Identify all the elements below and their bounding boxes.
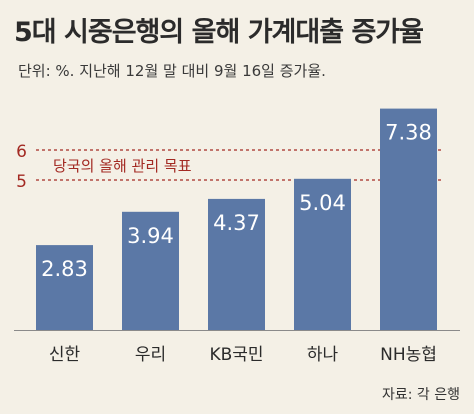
reference-band-label: 당국의 올해 관리 목표 (53, 157, 192, 175)
source-note: 자료: 각 은행 (381, 387, 460, 403)
reference-tick-label-6: 6 (16, 142, 27, 162)
bar-value-label-4: 7.38 (385, 121, 432, 145)
category-label-4: NH농협 (380, 345, 437, 365)
category-label-1: 우리 (135, 345, 166, 365)
category-label-3: 하나 (307, 345, 339, 365)
bar-value-label-2: 4.37 (213, 211, 260, 235)
category-label-0: 신한 (49, 345, 81, 365)
chart-title: 5대 시중은행의 올해 가계대출 증가율 (14, 17, 424, 48)
bar-3 (294, 178, 351, 330)
category-label-2: KB국민 (209, 345, 263, 365)
bar-1 (122, 211, 179, 330)
bar-value-label-0: 2.83 (41, 257, 88, 281)
bar-value-label-1: 3.94 (127, 224, 174, 248)
bar-0 (36, 245, 93, 330)
bar-value-label-3: 5.04 (299, 191, 346, 215)
chart-subtitle: 단위: %. 지난해 12월 말 대비 9월 16일 증가율. (18, 62, 326, 80)
bar-4 (380, 108, 437, 330)
bar-2 (208, 198, 265, 330)
reference-tick-label-5: 5 (16, 172, 27, 192)
